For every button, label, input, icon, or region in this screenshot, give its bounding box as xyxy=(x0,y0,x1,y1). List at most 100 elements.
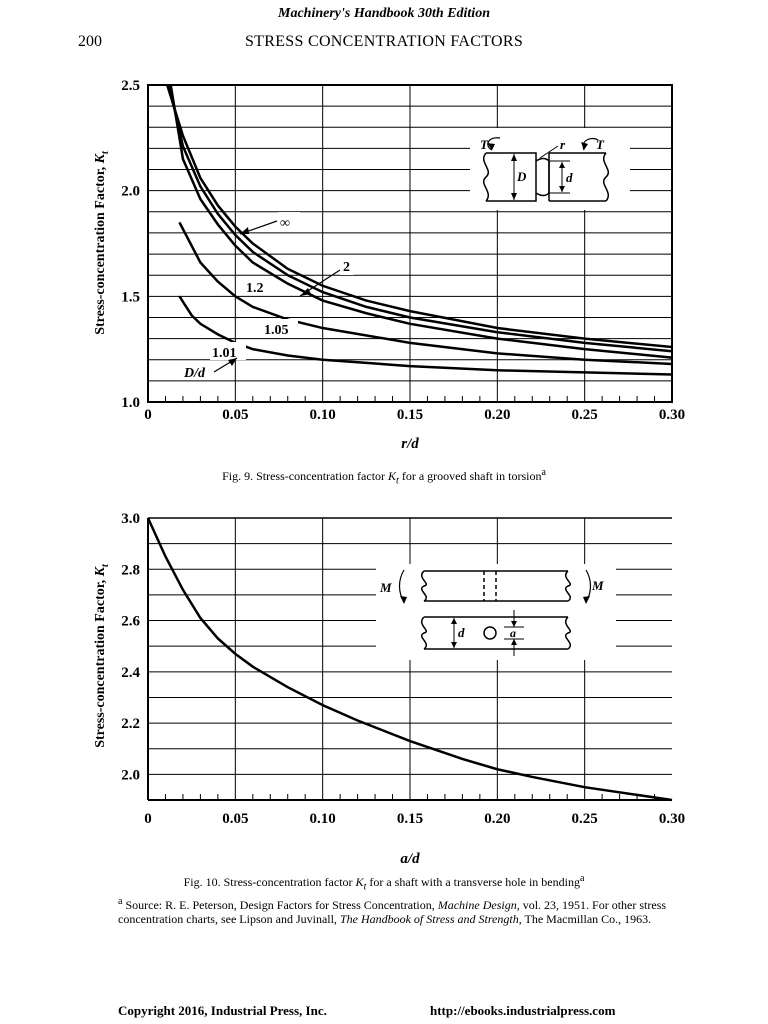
arrowhead-2 xyxy=(300,288,311,296)
y-axis-label-k: K xyxy=(93,152,108,164)
x-axis-label: a/d xyxy=(400,851,420,867)
arrowhead-d-top xyxy=(451,618,457,624)
label-torque-left: T xyxy=(480,137,489,152)
y-axis-label-sub: t xyxy=(100,563,111,567)
curve-kt xyxy=(146,517,673,802)
footnote-journal: Machine Design xyxy=(437,898,517,912)
label-bg xyxy=(278,212,300,230)
fig9-caption-kt: K xyxy=(388,469,397,483)
fig10-caption-sup: a xyxy=(579,873,585,884)
page-number: 200 xyxy=(78,33,102,50)
x-tick-label: 0.10 xyxy=(310,407,336,423)
y-tick-label: 2.4 xyxy=(121,665,140,681)
label-moment-left: M xyxy=(379,580,392,595)
x-tick-label: 0.15 xyxy=(397,811,423,827)
fig9-caption-prefix: Fig. 9. Stress-concentration factor xyxy=(222,469,389,483)
label-small-diameter: d xyxy=(566,170,573,185)
curve-dd-12 xyxy=(169,85,672,359)
label-bg xyxy=(182,362,216,380)
break-line-left xyxy=(483,152,489,202)
footnote-part2: , vol. 23, 1951. For other stress concen… xyxy=(118,898,667,926)
y-tick-label: 1.5 xyxy=(121,289,140,305)
y-axis-label: Stress-concentration Factor, Kt xyxy=(93,563,111,748)
x-tick-label: 0.10 xyxy=(310,811,336,827)
y-axis-label-sub: t xyxy=(100,150,111,154)
arrowhead-a-bottom xyxy=(511,639,517,645)
y-tick-label: 2.6 xyxy=(121,614,140,630)
fig10-chart: 0 0.05 0.10 0.15 0.20 0.25 0.30 2.0 2.2 2.4 2.6 2.8… xyxy=(93,511,685,867)
fig9-caption-sup: a xyxy=(541,467,546,478)
arrowhead-D-top xyxy=(511,154,517,161)
x-axis-label: r/d xyxy=(401,436,419,452)
section-title: STRESS CONCENTRATION FACTORS xyxy=(244,33,524,50)
x-tick-label: 0.20 xyxy=(484,811,510,827)
source-footnote: a Source: R. E. Peterson, Design Factors… xyxy=(118,895,708,926)
footnote-book: The Handbook of Stress and Strength xyxy=(339,912,519,926)
torque-arrowhead-right xyxy=(581,142,588,150)
break-top-right xyxy=(565,570,571,602)
footnote-part1: Source: R. E. Peterson, Design Factors f… xyxy=(122,898,438,912)
footnote-part3: , The Macmillan Co., 1963. xyxy=(518,912,652,926)
label-bg xyxy=(340,257,354,275)
arrowhead-d-bottom xyxy=(559,186,565,192)
fig9-caption-suffix: for a grooved shaft in torsion xyxy=(398,469,542,483)
x-tick-label: 0.05 xyxy=(222,811,248,827)
x-tick-label: 0 xyxy=(144,407,152,423)
y-axis-label: Stress-concentration Factor, Kt xyxy=(93,150,111,335)
x-tick-label: 0.20 xyxy=(484,407,510,423)
y-tick-label: 3.0 xyxy=(121,511,140,527)
fig10-caption-kt: K xyxy=(355,875,364,889)
y-axis-label-text: Stress-concentration Factor, xyxy=(93,163,108,334)
curve-dd-inf xyxy=(166,85,672,349)
footer-copyright: Copyright 2016, Industrial Press, Inc. xyxy=(118,1003,327,1018)
torque-arrow-left xyxy=(487,137,501,151)
label-moment-right: M xyxy=(591,578,604,593)
arrowhead-dd xyxy=(228,358,237,366)
curve-label-inf: ∞ xyxy=(280,216,290,231)
y-tick-label: 2.8 xyxy=(121,562,140,578)
fig10-caption-prefix: Fig. 10. Stress-concentration factor xyxy=(183,875,356,889)
x-tick-label: 0.30 xyxy=(659,811,685,827)
curve-label-1-05: 1.05 xyxy=(264,323,289,338)
curve-label-1-2: 1.2 xyxy=(246,281,264,296)
plot-frame xyxy=(147,84,673,403)
y-tick-label: 2.2 xyxy=(121,716,140,732)
footer-url[interactable]: http://ebooks.industrialpress.com xyxy=(430,1003,616,1018)
label-bg xyxy=(262,319,298,337)
y-tick-label: 2.0 xyxy=(121,184,140,200)
break-bottom-right xyxy=(565,616,571,650)
curve-dd-101 xyxy=(178,295,672,376)
x-tick-label: 0.25 xyxy=(572,811,598,827)
break-bottom-left xyxy=(421,616,427,650)
curve-label-2: 2 xyxy=(343,260,350,275)
transverse-hole-diagram: M Md a xyxy=(379,569,604,656)
moment-arrowhead-left xyxy=(400,596,407,604)
y-tick-label: 2.5 xyxy=(121,78,140,94)
y-axis-label-text: Stress-concentration Factor, xyxy=(93,576,108,747)
x-tick-label: 0 xyxy=(144,811,152,827)
x-tick-label: 0.25 xyxy=(572,407,598,423)
label-torque-right: T xyxy=(596,137,605,152)
arrowhead-d-top xyxy=(559,162,565,168)
shaft-bottom-outline xyxy=(424,616,568,650)
curve-label-param: D/d xyxy=(183,366,206,381)
fig9-chart: 0 0.05 0.10 0.15 0.20 0.25 0.30 1.0 1.5 2.0 2.5 r/d… xyxy=(93,78,685,452)
arrowhead-d-bottom xyxy=(451,642,457,648)
break-top-left xyxy=(421,570,427,602)
label-hole: a xyxy=(510,626,516,640)
moment-arrowhead-right xyxy=(583,596,590,604)
arrowhead-a-top xyxy=(511,621,517,627)
break-line-right xyxy=(603,152,609,202)
x-tick-label: 0.30 xyxy=(659,407,685,423)
fig10-caption: Fig. 10. Stress-concentration factor Kt … xyxy=(0,873,768,892)
book-title: Machinery's Handbook 30th Edition xyxy=(278,6,490,21)
fig10-caption-kt-sub: t xyxy=(363,881,367,893)
y-tick-label: 2.0 xyxy=(121,767,140,783)
label-diameter: d xyxy=(458,625,465,640)
diagram-bg xyxy=(470,128,630,210)
label-bg xyxy=(244,277,272,295)
fig10-caption-suffix: for a shaft with a transverse hole in be… xyxy=(366,875,580,889)
label-radius: r xyxy=(560,137,566,152)
transverse-hole xyxy=(483,626,497,640)
